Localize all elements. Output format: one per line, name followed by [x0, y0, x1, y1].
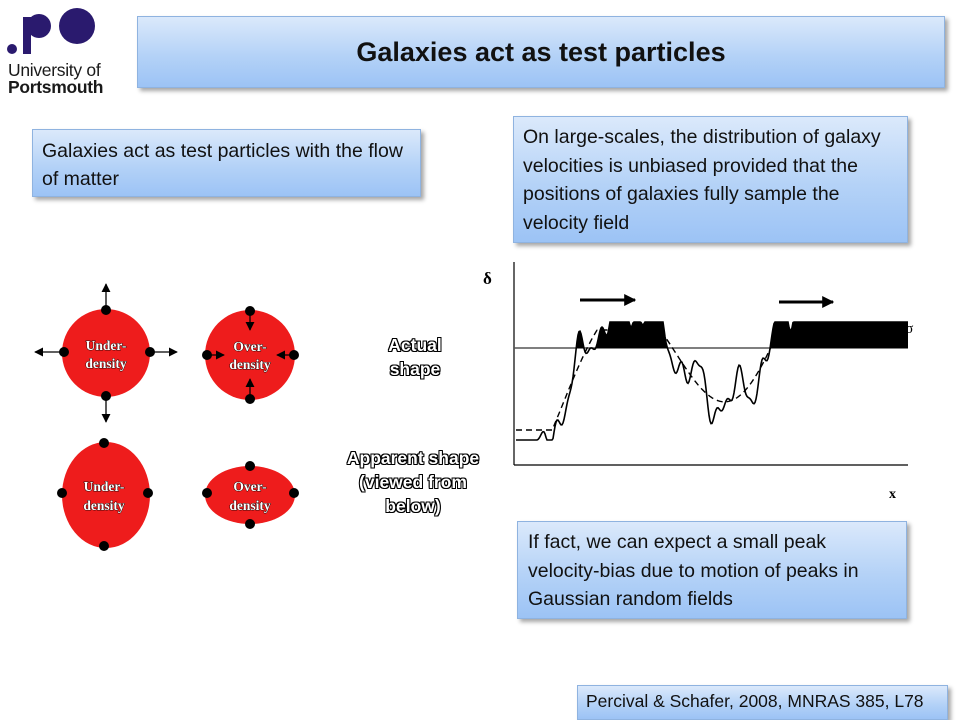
- under-density-apparent-label-2: density: [83, 498, 125, 513]
- over-density-label-2: density: [229, 357, 271, 372]
- university-logo: University of Portsmouth: [6, 4, 118, 97]
- logo-line1: University of: [8, 60, 101, 80]
- logo-line2: Portsmouth: [8, 77, 104, 97]
- under-density-apparent: Under- density: [57, 438, 153, 551]
- citation-box: Percival & Schafer, 2008, MNRAS 385, L78: [577, 685, 948, 720]
- under-density-label-2: density: [85, 356, 127, 371]
- under-density-label-1: Under-: [86, 338, 127, 353]
- density-field-plot: δ x δ=νσ: [483, 262, 913, 502]
- under-density-apparent-label-1: Under-: [84, 479, 125, 494]
- y-axis-label: δ: [483, 269, 492, 288]
- over-density-ellipse: [205, 466, 295, 524]
- smoothed-field-curve: [516, 329, 908, 431]
- over-density-label-1: Over-: [233, 339, 266, 354]
- under-density-actual: Under- density: [34, 283, 178, 423]
- slide-title: Galaxies act as test particles: [356, 37, 726, 67]
- over-density-circle: [205, 310, 295, 400]
- text-box-peak-bias: If fact, we can expect a small peak velo…: [517, 521, 907, 619]
- text-box-test-particles: Galaxies act as test particles with the …: [32, 129, 421, 197]
- density-field-curve: [516, 321, 908, 441]
- over-density-apparent-label-1: Over-: [233, 479, 266, 494]
- over-density-apparent-label-2: density: [229, 498, 271, 513]
- logo-mark-icon: [7, 8, 95, 54]
- actual-shape-label: Actual shape: [388, 335, 442, 379]
- over-density-actual: Over- density: [202, 306, 299, 404]
- over-density-apparent: Over- density: [202, 461, 299, 529]
- title-box: Galaxies act as test particles: [137, 16, 945, 88]
- apparent-shape-label: Apparent shape (viewed from below): [346, 448, 480, 516]
- under-density-circle: [62, 309, 150, 397]
- peak-regions: [577, 322, 908, 348]
- x-axis-label: x: [889, 487, 896, 502]
- under-density-ellipse: [62, 442, 150, 548]
- text-box-unbiased: On large-scales, the distribution of gal…: [513, 116, 908, 243]
- threshold-label: δ=νσ: [883, 321, 913, 337]
